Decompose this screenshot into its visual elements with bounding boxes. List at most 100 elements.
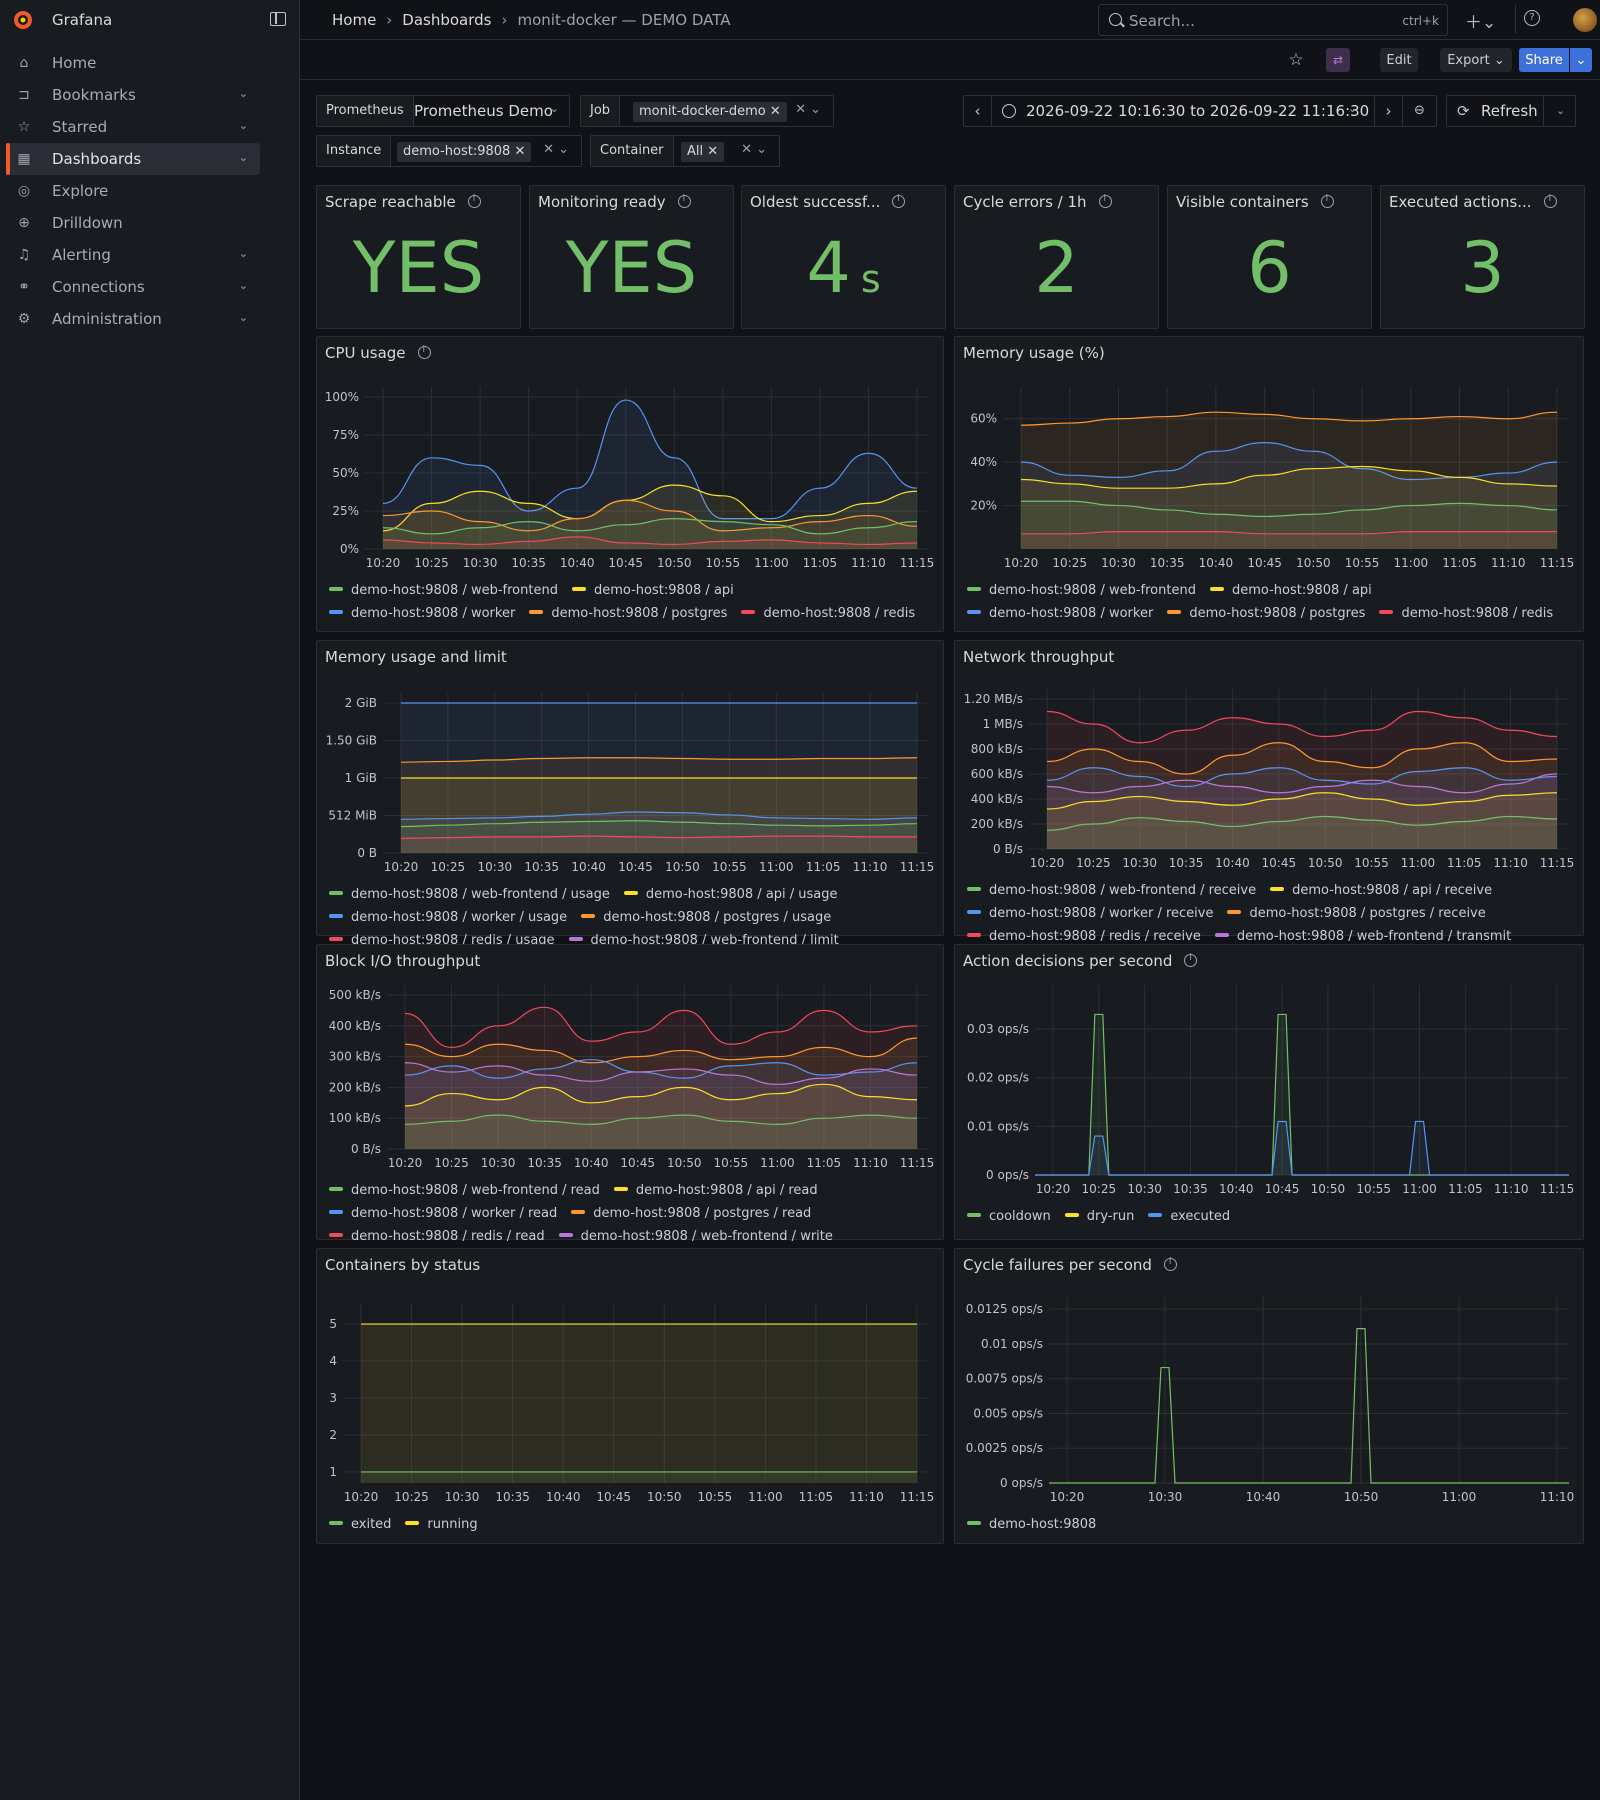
plus-icon[interactable]: ＋⌄ (1465, 13, 1497, 33)
info-icon[interactable] (1163, 1257, 1177, 1271)
series-line[interactable] (404, 1083, 918, 1107)
series-line[interactable] (404, 1006, 918, 1048)
legend-item[interactable]: demo-host:9808 / api (571, 579, 734, 602)
chevron-down-icon[interactable]: ⌄ (238, 119, 248, 132)
legend-item[interactable]: cooldown (967, 1205, 1051, 1228)
search-input[interactable]: Search... ctrl+k (1098, 4, 1448, 36)
zoom-out-icon[interactable]: ⊖ (1402, 96, 1436, 126)
legend-item[interactable]: demo-host:9808 / api / receive (1270, 879, 1492, 902)
breadcrumb-dashboards[interactable]: Dashboards (402, 11, 492, 29)
series-line[interactable] (400, 811, 918, 820)
series-line[interactable] (1020, 465, 1558, 489)
var-job[interactable]: Job monit-docker-demo ✕ ✕ ⌄ (580, 95, 834, 127)
series-line[interactable] (400, 820, 918, 828)
series-line[interactable] (382, 484, 918, 532)
series-line[interactable] (1046, 773, 1558, 794)
export-button[interactable]: Export ⌄ (1440, 48, 1512, 72)
series-line[interactable] (1046, 815, 1558, 831)
chevron-down-icon[interactable]: ⌄ (238, 311, 248, 324)
series-line[interactable] (404, 1059, 918, 1079)
refresh-button[interactable]: Refresh (1481, 102, 1538, 120)
series-line[interactable] (1046, 710, 1558, 744)
sidebar-item-dashboards[interactable]: ▦ Dashboards ⌄ (6, 143, 260, 175)
info-icon[interactable] (892, 194, 906, 208)
series-line[interactable] (404, 1114, 918, 1125)
series-line[interactable] (1046, 767, 1558, 788)
legend-item[interactable]: demo-host:9808 / postgres (1167, 602, 1365, 625)
info-icon[interactable] (1098, 194, 1112, 208)
legend-item[interactable]: exited (329, 1513, 391, 1536)
legend-item[interactable]: demo-host:9808 / worker (967, 602, 1153, 625)
legend-item[interactable]: demo-host:9808 / worker (329, 602, 515, 625)
legend-item[interactable]: demo-host:9808 / worker / read (329, 1202, 557, 1225)
series-line[interactable] (382, 517, 918, 535)
series-line[interactable] (1020, 411, 1558, 426)
series-line[interactable] (1035, 1120, 1569, 1176)
sidebar-item-drilldown[interactable]: ⊕ Drilldown (8, 207, 260, 239)
legend-item[interactable]: demo-host:9808 / api / usage (623, 883, 838, 906)
series-line[interactable] (404, 1037, 918, 1064)
series-line[interactable] (1046, 792, 1558, 810)
sidebar-item-explore[interactable]: ◎ Explore (8, 175, 260, 207)
legend-item[interactable]: executed (1148, 1205, 1230, 1228)
legend-item[interactable]: demo-host:9808 / web-frontend / usage (329, 883, 610, 906)
legend-item[interactable]: demo-host:9808 / worker / usage (329, 906, 567, 929)
legend-item[interactable]: demo-host:9808 / postgres (529, 602, 727, 625)
dock-menu-icon[interactable] (270, 12, 286, 26)
share-dropdown[interactable]: ⌄ (1570, 48, 1592, 72)
var-instance[interactable]: Instance demo-host:9808 ✕ ✕ ⌄ (316, 135, 582, 167)
grafana-logo-icon[interactable] (11, 8, 35, 32)
series-line[interactable] (1046, 742, 1558, 775)
refresh-interval-dropdown[interactable]: ⌄ (1543, 96, 1577, 126)
clear-icon[interactable]: ✕ ⌄ (795, 102, 821, 117)
chevron-down-icon[interactable]: ⌄ (238, 279, 248, 292)
legend-item[interactable]: demo-host:9808 / web-frontend / write (558, 1225, 833, 1248)
sidebar-item-bookmarks[interactable]: ⊐ Bookmarks ⌄ (8, 79, 260, 111)
legend-item[interactable]: running (405, 1513, 478, 1536)
info-icon[interactable] (467, 194, 481, 208)
var-prometheus[interactable]: Prometheus Prometheus Demo ⌄ (316, 95, 570, 127)
time-forward-button[interactable]: › (1374, 96, 1402, 126)
sidebar-item-starred[interactable]: ☆ Starred ⌄ (8, 111, 260, 143)
legend-item[interactable]: demo-host:9808 / redis / receive (967, 925, 1201, 948)
legend-item[interactable]: demo-host:9808 / api / read (613, 1179, 818, 1202)
series-line[interactable] (404, 1062, 918, 1085)
chevron-down-icon[interactable]: ⌄ (238, 87, 248, 100)
series-line[interactable] (1021, 500, 1558, 518)
legend-item[interactable]: demo-host:9808 / redis (741, 602, 915, 625)
legend-item[interactable]: demo-host:9808 / worker / receive (967, 902, 1213, 925)
info-icon[interactable] (417, 345, 431, 359)
info-icon[interactable] (677, 194, 691, 208)
info-icon[interactable] (1184, 953, 1198, 967)
sidebar-item-home[interactable]: ⌂ Home (8, 47, 260, 79)
info-icon[interactable] (1543, 194, 1557, 208)
breadcrumb-home[interactable]: Home (332, 11, 377, 29)
legend-item[interactable]: demo-host:9808 / postgres / receive (1227, 902, 1486, 925)
var-container[interactable]: Container All ✕ ✕ ⌄ (590, 135, 780, 167)
avatar[interactable] (1573, 8, 1597, 32)
sidebar-item-alerting[interactable]: ♫ Alerting ⌄ (8, 239, 260, 271)
info-icon[interactable] (1320, 194, 1334, 208)
chevron-down-icon[interactable]: ⌄ (238, 151, 248, 164)
legend-item[interactable]: demo-host:9808 / web-frontend / transmit (1214, 925, 1511, 948)
legend-item[interactable]: demo-host:9808 / web-frontend / read (329, 1179, 600, 1202)
legend-item[interactable]: demo-host:9808 / postgres / read (571, 1202, 811, 1225)
star-icon[interactable]: ☆ (1288, 50, 1304, 70)
time-back-button[interactable]: ‹ (964, 96, 992, 126)
series-line[interactable] (400, 757, 918, 763)
legend-item[interactable]: demo-host:9808 / web-frontend (329, 579, 558, 602)
chevron-down-icon[interactable]: ⌄ (1348, 102, 1358, 115)
share-button[interactable]: Share (1519, 48, 1569, 72)
clear-icon[interactable]: ✕ ⌄ (741, 142, 767, 157)
legend-item[interactable]: demo-host:9808 / api (1209, 579, 1372, 602)
series-line[interactable] (1049, 1328, 1569, 1484)
legend-item[interactable]: dry-run (1064, 1205, 1134, 1228)
help-icon[interactable]: ? (1524, 10, 1540, 26)
legend-item[interactable]: demo-host:9808 (967, 1513, 1096, 1536)
series-line[interactable] (1020, 531, 1557, 535)
chevron-down-icon[interactable]: ⌄ (238, 247, 248, 260)
sidebar-item-administration[interactable]: ⚙ Administration ⌄ (8, 303, 260, 335)
legend-item[interactable]: demo-host:9808 / redis / read (329, 1225, 545, 1248)
swap-icon[interactable]: ⇄ (1326, 48, 1350, 72)
legend-item[interactable]: demo-host:9808 / postgres / usage (581, 906, 831, 929)
